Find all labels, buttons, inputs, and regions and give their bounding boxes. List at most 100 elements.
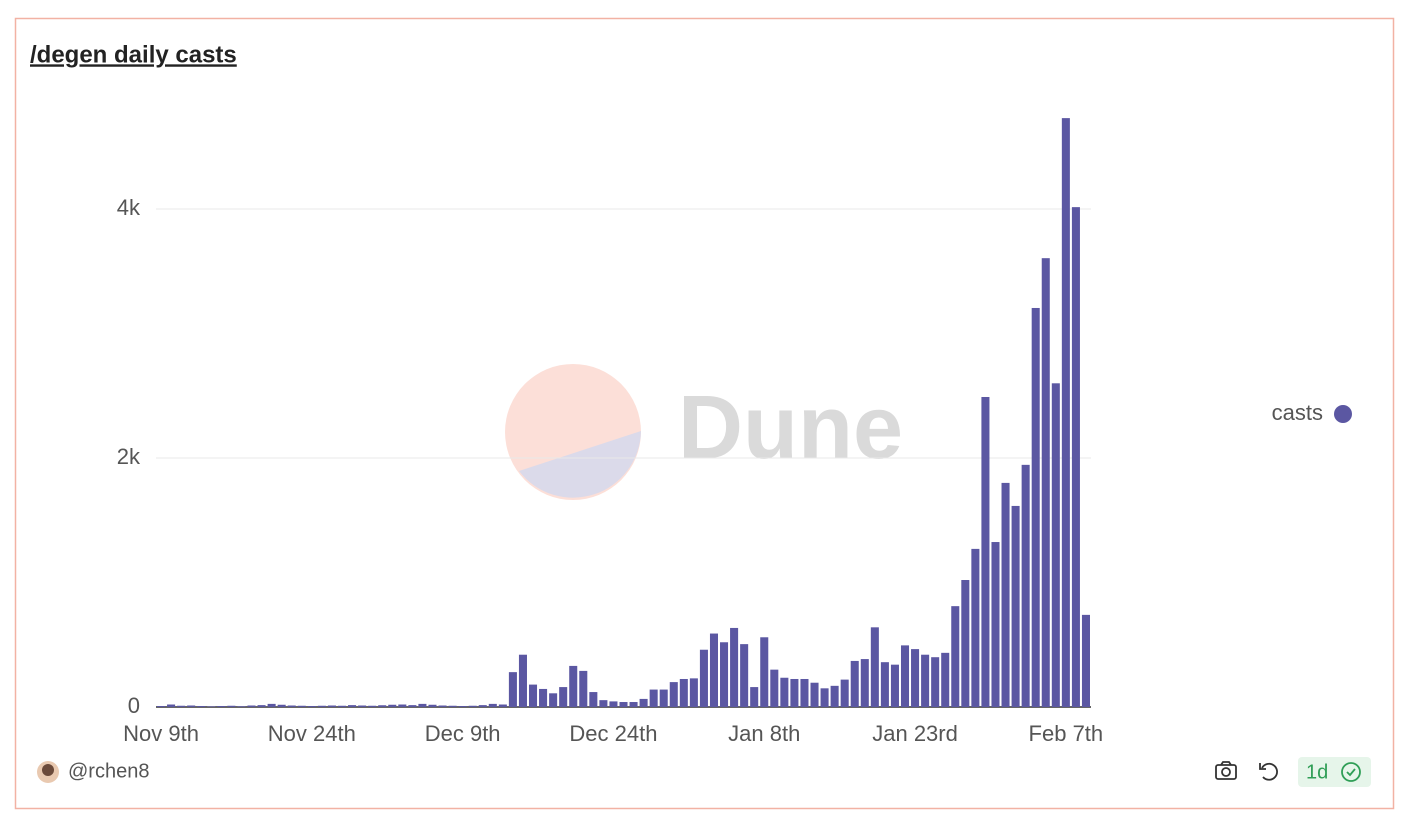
bar [820, 688, 829, 707]
bar [679, 678, 688, 707]
y-tick-label: 0 [128, 693, 140, 718]
bar [579, 670, 588, 707]
bar [730, 627, 739, 707]
bar [770, 669, 779, 707]
bar [589, 692, 598, 707]
bar [760, 637, 769, 707]
bar [207, 706, 216, 707]
bar [931, 657, 940, 707]
bar [860, 659, 869, 707]
bar [971, 548, 980, 707]
bar [337, 705, 347, 707]
bar [599, 700, 608, 707]
bar [287, 705, 296, 707]
bar [790, 678, 799, 707]
bar [217, 706, 226, 707]
bar [961, 580, 970, 707]
watermark-logo-part [519, 431, 641, 498]
bar [518, 654, 527, 707]
bar [1021, 464, 1030, 707]
bar [327, 705, 336, 707]
refresh-icon[interactable] [1259, 762, 1278, 781]
bar [699, 649, 708, 707]
bar [720, 642, 729, 707]
bar [1051, 383, 1060, 707]
bar [267, 703, 276, 707]
bar [157, 706, 166, 707]
bar [1011, 505, 1020, 707]
bar [559, 687, 568, 707]
bar [378, 705, 387, 707]
bar [991, 542, 1000, 707]
bar [187, 705, 196, 707]
bar [549, 693, 558, 707]
bar [408, 705, 417, 707]
bar [639, 698, 648, 707]
bar [277, 704, 286, 707]
bar [167, 704, 176, 707]
bar [388, 704, 397, 707]
bar [1001, 482, 1010, 707]
bar [880, 662, 889, 707]
x-tick-label: Nov 24th [268, 721, 356, 746]
x-tick-label: Dec 24th [569, 721, 657, 746]
bar [317, 705, 326, 707]
bar [528, 684, 538, 707]
bar [488, 703, 497, 707]
bar [780, 677, 789, 707]
watermark-text: Dune [678, 378, 903, 478]
x-tick-label: Dec 9th [425, 721, 501, 746]
check-icon [1341, 762, 1361, 782]
bar [297, 705, 306, 707]
bar [890, 664, 899, 707]
bar [569, 665, 578, 707]
bar [850, 660, 859, 707]
bar [468, 705, 477, 707]
bar [669, 682, 678, 707]
bar [911, 649, 920, 707]
bar [1031, 307, 1040, 707]
bar [900, 645, 910, 707]
watermark: Dune [505, 364, 903, 500]
bar [609, 701, 618, 707]
y-tick-label: 4k [117, 195, 141, 220]
bar [941, 652, 950, 707]
refresh-badge[interactable] [1298, 757, 1371, 787]
bar [539, 688, 548, 707]
bar [1071, 207, 1080, 707]
bar [458, 706, 467, 707]
bar [1081, 614, 1090, 707]
bar [800, 678, 809, 707]
bar [478, 705, 487, 707]
bar [498, 704, 507, 707]
bar [840, 679, 849, 707]
bar [1041, 258, 1050, 707]
bar [237, 706, 246, 707]
bar [428, 704, 437, 707]
author[interactable]: @rchen8 [68, 760, 149, 782]
bar [709, 633, 719, 707]
bar [981, 396, 990, 707]
bar [740, 644, 749, 707]
bar [177, 705, 186, 707]
bar [870, 627, 879, 707]
bar [649, 689, 658, 707]
bar [247, 705, 256, 707]
check-mark [1346, 768, 1356, 777]
legend-swatch [1334, 405, 1352, 423]
bar [368, 705, 377, 707]
bar [348, 705, 357, 707]
bar [197, 706, 206, 707]
bar [358, 705, 367, 707]
bar [227, 705, 236, 707]
x-tick-label: Jan 8th [728, 721, 800, 746]
bar [307, 706, 316, 707]
bar [629, 702, 638, 707]
bar [830, 685, 839, 707]
bar [619, 702, 628, 707]
x-tick-label: Jan 23rd [872, 721, 958, 746]
refresh-label: 1d [1306, 761, 1328, 783]
screenshot-icon[interactable] [1215, 761, 1237, 780]
chart-title[interactable]: /degen daily casts [30, 41, 237, 68]
